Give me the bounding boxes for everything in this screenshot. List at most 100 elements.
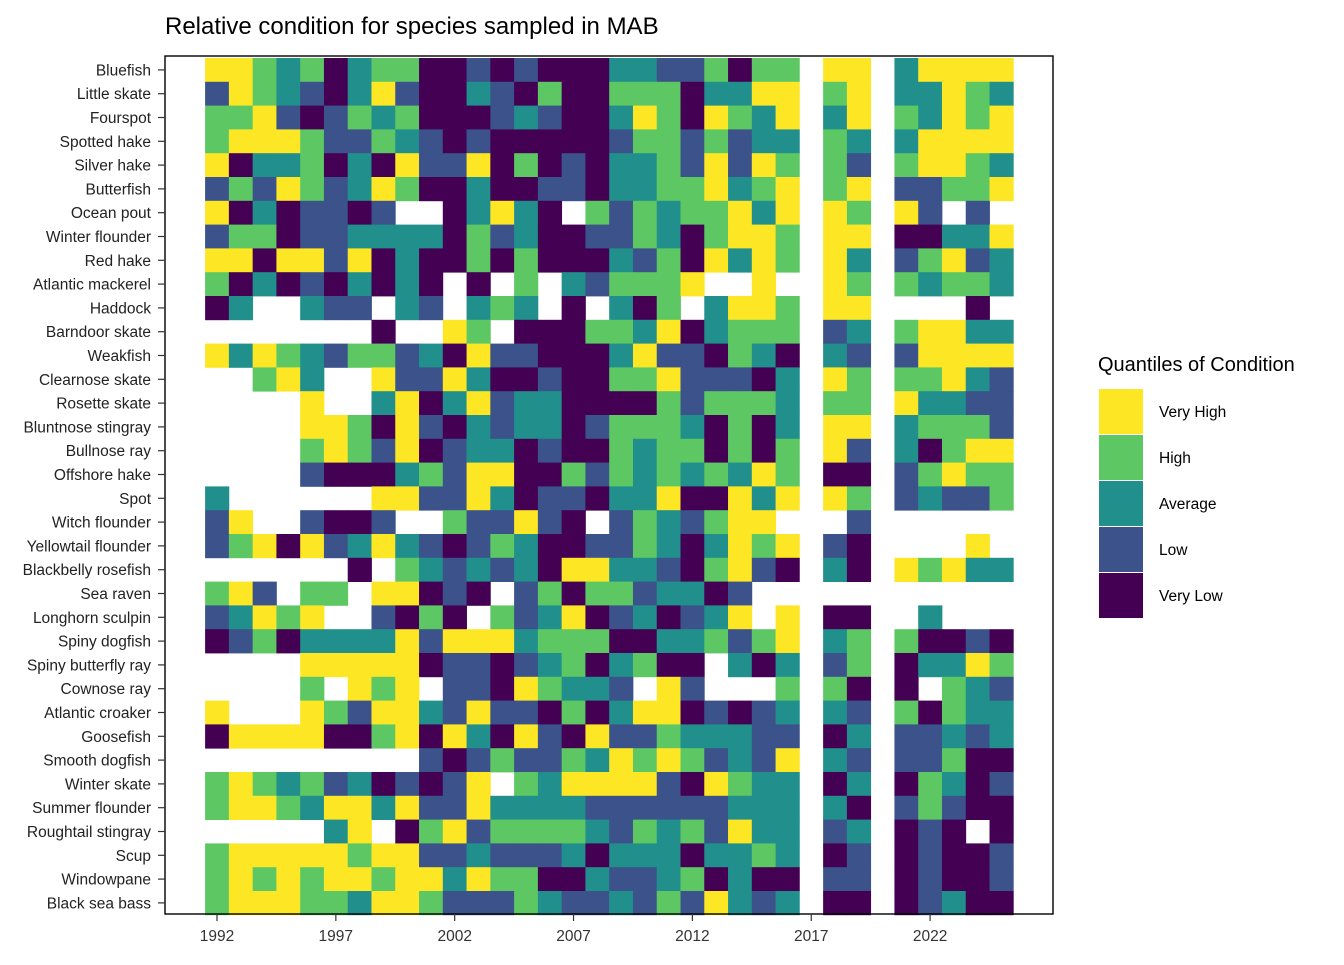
legend-key-very-high <box>1099 389 1143 434</box>
heatmap-cell <box>514 772 539 797</box>
heatmap-cell <box>442 438 467 463</box>
heatmap-cell <box>252 105 277 130</box>
heatmap-cell <box>537 81 563 106</box>
heatmap-cell <box>561 843 586 868</box>
heatmap-cell <box>466 367 491 392</box>
heatmap-cell <box>395 653 420 678</box>
heatmap-cell <box>585 795 610 820</box>
heatmap-cell <box>561 153 586 178</box>
heatmap-cell <box>751 510 776 535</box>
heatmap-cell <box>704 462 729 487</box>
heatmap-cell <box>609 81 634 106</box>
heatmap-cell <box>632 224 658 249</box>
heatmap-cell <box>395 177 420 202</box>
heatmap-cell <box>205 581 230 606</box>
heatmap-cell <box>965 534 990 559</box>
heatmap-cell <box>419 772 444 797</box>
heatmap-cell <box>775 891 800 916</box>
heatmap-cell <box>300 81 325 106</box>
heatmap-cell <box>656 177 681 202</box>
heatmap-cell <box>728 653 753 678</box>
heatmap-cell <box>585 248 610 273</box>
heatmap-cell <box>252 153 277 178</box>
x-tick-label: 2017 <box>794 928 828 945</box>
heatmap-cell <box>846 605 872 630</box>
heatmap-cell <box>965 676 990 701</box>
heatmap-cell <box>775 462 800 487</box>
heatmap-cell <box>205 510 230 535</box>
heatmap-cell <box>347 105 372 130</box>
heatmap-cell <box>656 129 681 154</box>
heatmap-cell <box>371 795 396 820</box>
heatmap-cell <box>775 415 800 440</box>
heatmap-cell <box>823 748 848 773</box>
heatmap-cell <box>751 367 776 392</box>
heatmap-cell <box>846 819 872 844</box>
heatmap-cell <box>775 105 800 130</box>
heatmap-cell <box>537 748 563 773</box>
heatmap-cell <box>941 486 967 511</box>
heatmap-cell <box>585 177 610 202</box>
heatmap-cell <box>728 200 753 225</box>
heatmap-cell <box>704 58 729 83</box>
heatmap-cell <box>490 296 515 321</box>
heatmap-cell <box>823 534 848 559</box>
heatmap-cell <box>395 676 420 701</box>
heatmap-cell <box>490 867 515 892</box>
heatmap-cell <box>419 248 444 273</box>
heatmap-cell <box>276 343 301 368</box>
heatmap-cell <box>371 462 396 487</box>
heatmap-cell <box>632 391 658 416</box>
heatmap-cell <box>561 58 586 83</box>
heatmap-cell <box>704 891 729 916</box>
heatmap-cell <box>442 224 467 249</box>
heatmap-cell <box>775 700 800 725</box>
heatmap-cell <box>442 605 467 630</box>
heatmap-cell <box>846 224 872 249</box>
heatmap-cell <box>918 486 943 511</box>
heatmap-cell <box>228 510 254 535</box>
x-tick-label: 1997 <box>319 928 353 945</box>
heatmap-cell <box>775 343 800 368</box>
heatmap-cell <box>846 772 872 797</box>
heatmap-cell <box>514 676 539 701</box>
heatmap-cell <box>894 272 919 297</box>
heatmap-cell <box>490 129 515 154</box>
heatmap-cell <box>656 891 681 916</box>
heatmap-cell <box>347 700 372 725</box>
y-tick-label: Spotted hake <box>60 134 151 151</box>
heatmap-cell <box>514 200 539 225</box>
heatmap-cell <box>965 343 990 368</box>
heatmap-cell <box>490 153 515 178</box>
heatmap-cell <box>323 415 349 440</box>
heatmap-cell <box>751 129 776 154</box>
heatmap-cell <box>371 177 396 202</box>
heatmap-cell <box>846 534 872 559</box>
heatmap-cell <box>561 795 586 820</box>
heatmap-cell <box>846 153 872 178</box>
heatmap-cell <box>395 224 420 249</box>
heatmap-cell <box>894 653 919 678</box>
heatmap-cell <box>728 462 753 487</box>
heatmap-cell <box>632 724 658 749</box>
heatmap-cell <box>323 105 349 130</box>
heatmap-cell <box>989 177 1014 202</box>
heatmap-cell <box>395 843 420 868</box>
y-tick-label: Summer flounder <box>32 800 151 817</box>
heatmap-cell <box>775 153 800 178</box>
heatmap-cell <box>323 272 349 297</box>
heatmap-cell <box>656 581 681 606</box>
heatmap-cell <box>419 177 444 202</box>
heatmap-cell <box>537 795 563 820</box>
heatmap-cell <box>395 415 420 440</box>
y-tick-label: Clearnose skate <box>39 372 151 389</box>
heatmap-cell <box>371 81 396 106</box>
heatmap-cell <box>656 510 681 535</box>
heatmap-cell <box>728 819 753 844</box>
heatmap-cell <box>490 629 515 654</box>
heatmap-cell <box>656 534 681 559</box>
heatmap-cell <box>561 224 586 249</box>
heatmap-cell <box>751 391 776 416</box>
heatmap-cell <box>585 319 610 344</box>
heatmap-cell <box>490 605 515 630</box>
